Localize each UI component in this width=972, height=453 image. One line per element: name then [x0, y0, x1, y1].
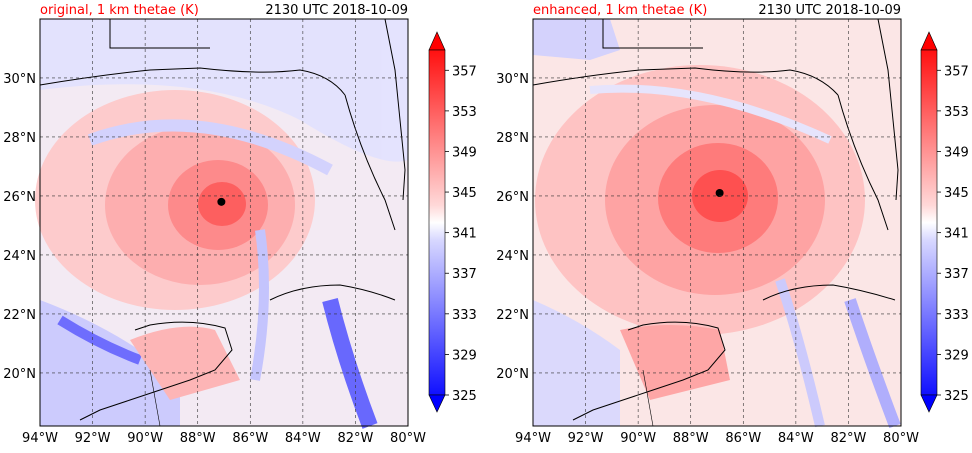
- x-tick-label: 86°W: [232, 431, 268, 446]
- y-tick-label: 26°N: [496, 190, 529, 205]
- colorbar-extend-top: [428, 31, 446, 51]
- x-tick-label: 92°W: [75, 431, 111, 446]
- x-tick-label: 90°W: [620, 431, 656, 446]
- panel-enhanced: enhanced, 1 km thetae (K) 2130 UTC 2018-…: [496, 3, 969, 446]
- x-axis-ticks: 94°W 92°W 90°W 88°W 86°W 84°W 82°W 80°W: [515, 431, 919, 446]
- colorbar-tick-label: 333: [452, 308, 477, 323]
- colorbar-tick-label: 345: [452, 186, 477, 201]
- x-tick-label: 94°W: [515, 431, 551, 446]
- x-tick-label: 80°W: [390, 431, 426, 446]
- x-tick-label: 88°W: [673, 431, 709, 446]
- storm-center-marker: [715, 189, 724, 198]
- colorbar-tick-label: 353: [944, 105, 969, 120]
- panel-title-right: 2130 UTC 2018-10-09: [265, 3, 408, 18]
- y-tick-label: 20°N: [496, 367, 529, 382]
- colorbar-tick-label: 349: [452, 145, 477, 160]
- colorbar-bar: [920, 49, 938, 396]
- y-axis-ticks: 20°N 22°N 24°N 26°N 28°N 30°N: [3, 72, 36, 382]
- colorbar-tick-label: 345: [944, 186, 969, 201]
- y-tick-label: 20°N: [3, 367, 36, 382]
- colorbar-tick-label: 357: [944, 64, 969, 79]
- colorbar-tick-label: 341: [944, 227, 969, 242]
- x-tick-label: 84°W: [285, 431, 321, 446]
- y-tick-label: 30°N: [496, 72, 529, 87]
- y-tick-label: 30°N: [3, 72, 36, 87]
- colorbar-tick-label: 357: [452, 64, 477, 79]
- y-tick-label: 22°N: [496, 308, 529, 323]
- colorbar-tick-label: 349: [944, 145, 969, 160]
- map-frame: [39, 18, 409, 427]
- x-tick-label: 86°W: [725, 431, 761, 446]
- map-area: [35, 18, 408, 429]
- y-tick-label: 28°N: [496, 131, 529, 146]
- y-tick-label: 22°N: [3, 308, 36, 323]
- x-tick-label: 92°W: [568, 431, 604, 446]
- colorbar-tick-label: 337: [452, 267, 477, 282]
- y-tick-label: 24°N: [3, 249, 36, 264]
- x-tick-label: 84°W: [778, 431, 814, 446]
- colorbar-extend-bottom: [920, 394, 938, 413]
- colorbar-tick-label: 333: [944, 308, 969, 323]
- y-tick-label: 28°N: [3, 131, 36, 146]
- x-tick-label: 82°W: [337, 431, 373, 446]
- colorbar-tick-label: 329: [944, 348, 969, 363]
- x-axis-ticks: 94°W 92°W 90°W 88°W 86°W 84°W 82°W 80°W: [22, 431, 426, 446]
- x-tick-label: 94°W: [22, 431, 58, 446]
- map-area: [532, 18, 901, 429]
- x-tick-label: 88°W: [180, 431, 216, 446]
- colorbar: 325 329 333 337 341 345 349 353 357: [428, 31, 477, 413]
- map-frame: [532, 18, 902, 427]
- x-tick-label: 82°W: [830, 431, 866, 446]
- colorbar-tick-label: 325: [452, 389, 477, 404]
- colorbar-bar: [428, 49, 446, 396]
- colorbar-tick-label: 325: [944, 389, 969, 404]
- panel-title-left: original, 1 km thetae (K): [40, 3, 199, 18]
- colorbar-tick-label: 329: [452, 348, 477, 363]
- y-axis-ticks: 20°N 22°N 24°N 26°N 28°N 30°N: [496, 72, 529, 382]
- panel-original: original, 1 km thetae (K) 2130 UTC 2018-…: [3, 3, 477, 446]
- colorbar: 325 329 333 337 341 345 349 353 357: [920, 31, 969, 413]
- colorbar-extend-bottom: [428, 394, 446, 413]
- x-tick-label: 80°W: [883, 431, 919, 446]
- colorbar-tick-label: 341: [452, 227, 477, 242]
- colorbar-extend-top: [920, 31, 938, 51]
- y-tick-label: 24°N: [496, 249, 529, 264]
- panel-title-right: 2130 UTC 2018-10-09: [758, 3, 901, 18]
- colorbar-tick-label: 353: [452, 105, 477, 120]
- storm-center-marker: [217, 197, 226, 206]
- y-tick-label: 26°N: [3, 190, 36, 205]
- x-tick-label: 90°W: [127, 431, 163, 446]
- colorbar-tick-label: 337: [944, 267, 969, 282]
- panel-title-left: enhanced, 1 km thetae (K): [533, 3, 707, 18]
